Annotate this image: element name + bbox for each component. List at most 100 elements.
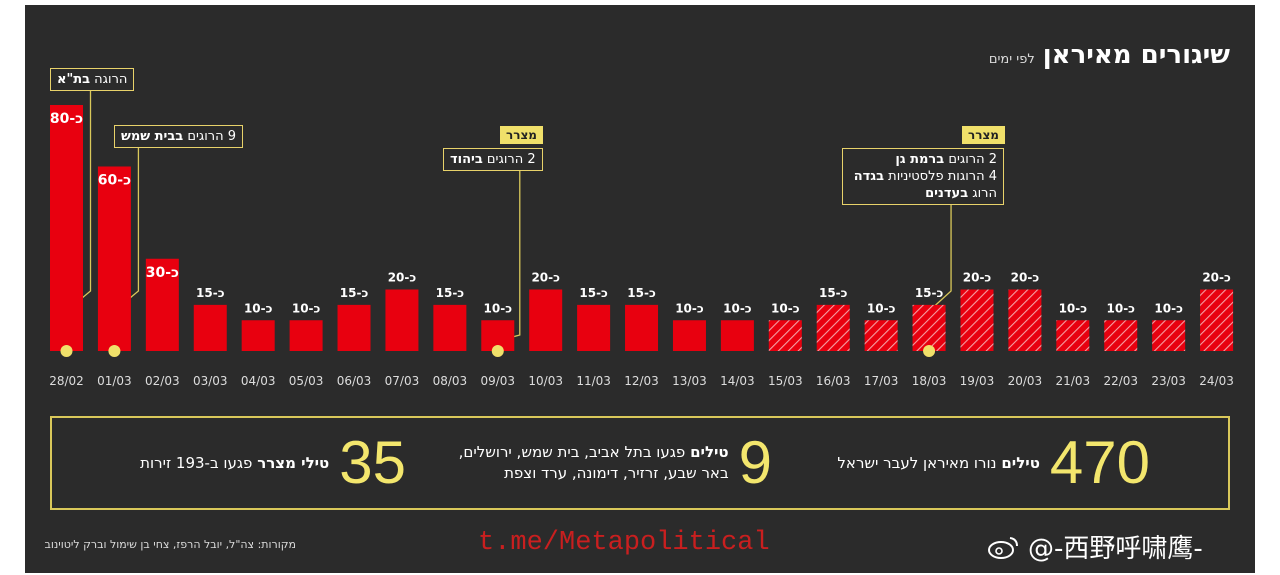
watermark-link[interactable]: t.me/Metapolitical	[478, 528, 770, 558]
value-label: כ-20	[1011, 271, 1040, 285]
ann-bold: בגדה	[853, 169, 885, 184]
event-marker-28-02	[60, 345, 73, 357]
bar-06-03	[337, 304, 371, 351]
value-label: כ-15	[819, 286, 848, 300]
value-label: כ-10	[292, 301, 321, 315]
bar-22-03	[1104, 320, 1138, 351]
value-label: כ-10	[723, 301, 752, 315]
x-tick-label: 21/03	[1056, 374, 1091, 388]
title-text: שיגורים מאיראן	[1042, 40, 1230, 70]
stat-cluster: 35 טילי מצרר פגעו ב-193 זירות	[140, 418, 406, 508]
ann-bold: בבית שמש	[121, 129, 184, 144]
x-tick-label: 24/03	[1199, 374, 1234, 388]
value-label: כ-15	[579, 286, 608, 300]
bar-10-03	[529, 289, 563, 351]
ann-text: 2 הרוגים	[482, 152, 536, 167]
bar-08-03	[433, 304, 467, 351]
x-tick-label: 23/03	[1151, 374, 1186, 388]
subtitle-text: לפי ימים	[988, 52, 1035, 67]
ann-text: 4 הרוגות פלסטיניות	[884, 169, 997, 184]
bar-12-03	[625, 304, 659, 351]
x-tick-label: 14/03	[720, 374, 755, 388]
bar-14-03	[720, 320, 754, 351]
x-tick-label: 17/03	[864, 374, 899, 388]
value-label: כ-10	[1106, 301, 1135, 315]
stat-bold: טילי מצרר	[257, 453, 330, 472]
bar-02-03	[145, 258, 179, 351]
weibo-icon	[988, 536, 1018, 559]
x-tick-labels-group: 28/02 01/03 02/03 03/03 04/03 05/03 06/03 07/03…	[49, 374, 1234, 388]
x-tick-label: 12/03	[624, 374, 659, 388]
annotation-yehud: 2 הרוגים ביהוד	[443, 148, 543, 171]
event-markers-group	[60, 345, 936, 357]
stat-text: פגעו ב-193 זירות	[140, 453, 253, 472]
stat-number: 470	[1049, 429, 1150, 496]
annotation-tel-aviv: הרוגה בת"א	[50, 68, 135, 91]
bar-01-03	[97, 166, 131, 351]
ann-text: הרוג	[968, 186, 997, 201]
x-tick-label: 02/03	[145, 374, 180, 388]
x-tick-label: 03/03	[193, 374, 228, 388]
cluster-tag-ramat-gan: מצרר	[962, 126, 1005, 144]
weibo-handle: @-西野呼啸鹰-	[1028, 534, 1203, 564]
stats-box: 470 טילים נורו מאיראן לעבר ישראל 9 טילים…	[50, 416, 1230, 510]
x-tick-label: 28/02	[49, 374, 84, 388]
x-tick-label: 10/03	[528, 374, 563, 388]
value-label: כ-10	[771, 301, 800, 315]
stat-bold: טילים	[690, 443, 729, 461]
cluster-tag-yehud: מצרר	[500, 126, 543, 144]
value-label: כ-15	[915, 286, 944, 300]
ann-text: הרוגה	[90, 72, 128, 87]
annotation-ramat-gan: 2 הרוגים ברמת גן 4 הרוגות פלסטיניות בגדה…	[842, 148, 1004, 205]
bar-17-03	[864, 320, 898, 351]
ann-bold: בת"א	[57, 72, 91, 87]
ann-bold: בעדנים	[925, 186, 969, 201]
stat-text-line2: באר שבע, זרזיר, דימונה, ערד וצפת	[504, 464, 729, 482]
value-label: כ-10	[484, 301, 513, 315]
value-label: כ-15	[627, 286, 656, 300]
stat-total-missiles: 470 טילים נורו מאיראן לעבר ישראל	[837, 418, 1150, 508]
x-tick-label: 20/03	[1008, 374, 1043, 388]
x-tick-label: 16/03	[816, 374, 851, 388]
x-tick-label: 18/03	[912, 374, 947, 388]
stat-number: 35	[339, 429, 406, 496]
stat-description: טילים נורו מאיראן לעבר ישראל	[837, 453, 1039, 474]
ann-bold: ברמת גן	[895, 152, 945, 167]
weibo-watermark: @-西野呼啸鹰-	[988, 528, 1203, 565]
bar-chart: כ-80 כ-60 כ-30 כ-15 כ-10 כ-10 כ-15 כ-20 כ-15 כ-10…	[49, 89, 1234, 388]
value-label: כ-10	[1154, 301, 1183, 315]
chart-title: שיגורים מאיראן לפי ימים	[989, 40, 1230, 70]
value-label: כ-15	[436, 286, 465, 300]
bar-11-03	[577, 304, 611, 351]
bar-28-02	[50, 105, 83, 351]
event-marker-01-03	[108, 345, 121, 357]
ann-text: 9 הרוגים	[183, 129, 237, 144]
value-label: כ-10	[244, 301, 273, 315]
value-label: כ-20	[1202, 271, 1231, 285]
infographic-panel	[25, 5, 1255, 573]
value-label: כ-15	[196, 286, 225, 300]
bar-21-03	[1056, 320, 1090, 351]
x-tick-label: 09/03	[480, 374, 515, 388]
value-labels-group: כ-80 כ-60 כ-30 כ-15 כ-10 כ-10 כ-15 כ-20 כ-15 כ-10…	[50, 111, 1231, 315]
event-marker-18-03	[923, 345, 936, 357]
bar-03-03	[193, 304, 227, 351]
sources-note: מקורות: צה"ל, יובל הרפז, צחי בן שימול וב…	[44, 538, 296, 551]
bar-04-03	[241, 320, 275, 351]
bar-07-03	[385, 289, 419, 351]
stat-description: טילים פגעו בתל אביב, בית שמש, ירושלים, ב…	[459, 442, 729, 484]
x-tick-label: 15/03	[768, 374, 803, 388]
event-marker-09-03	[491, 345, 504, 357]
bar-15-03	[768, 320, 802, 351]
x-tick-label: 22/03	[1103, 374, 1138, 388]
stat-number: 9	[738, 429, 772, 496]
value-label: כ-20	[531, 271, 560, 285]
x-tick-label: 13/03	[672, 374, 707, 388]
ann-bold: ביהוד	[450, 152, 483, 167]
value-label: כ-10	[867, 301, 896, 315]
x-tick-label: 04/03	[241, 374, 276, 388]
x-tick-label: 05/03	[289, 374, 324, 388]
x-tick-label: 11/03	[576, 374, 611, 388]
value-label: כ-10	[675, 301, 704, 315]
x-tick-label: 08/03	[433, 374, 468, 388]
